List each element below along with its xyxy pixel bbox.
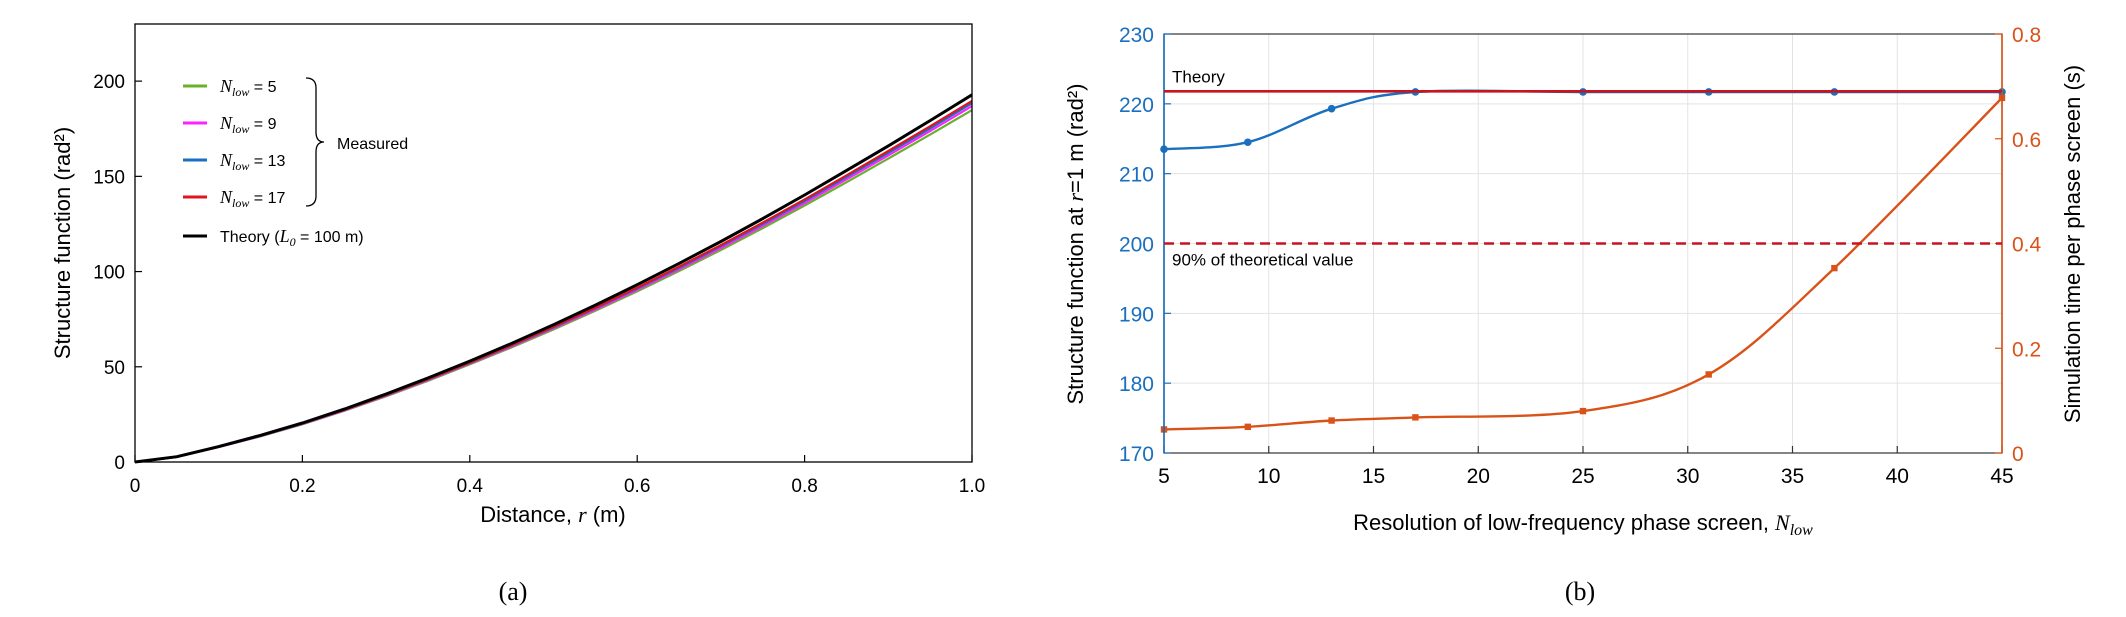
y-tick-label-left: 170: [1119, 443, 1154, 466]
x-tick-label: 15: [1362, 465, 1385, 488]
y-tick-label: 0: [114, 453, 125, 474]
legend-entry-2: Nlow = 13: [219, 150, 285, 173]
y-tick-label-left: 230: [1119, 24, 1154, 47]
panel-a: 0 0.2 0.4 0.6 0.8 1.0 0 50 100 150 200 Distance, r…: [50, 23, 985, 606]
legend-group-label: Measured: [337, 136, 408, 153]
panel-b-reference-lines: Theory 90% of theoretical value: [1164, 67, 2002, 270]
panel-b-label: (b): [1565, 577, 1595, 606]
series-line-4: [134, 93, 973, 464]
panel-b-ticks: 5 10 15 20 25 30 35 40 45 170 180 190 200 210 220 230 0 0…: [1119, 24, 2042, 488]
data-point-right: [1831, 264, 1838, 272]
x-tick-label: 5: [1158, 465, 1170, 488]
legend-brace: [305, 77, 325, 207]
y-tick-label: 100: [93, 263, 125, 284]
x-tick-label: 0.4: [457, 476, 484, 497]
reference-line-label-1: 90% of theoretical value: [1172, 251, 1353, 270]
data-point-right: [1244, 423, 1251, 431]
y-tick-label-right: 0.6: [2012, 129, 2041, 152]
series-line-right: [1163, 97, 2003, 431]
y-tick-label-right: 0.2: [2012, 338, 2041, 361]
data-point-right: [1579, 407, 1587, 415]
x-tick-label: 0: [130, 476, 141, 497]
x-tick-label: 40: [1886, 465, 1909, 488]
y-tick-label-right: 0.4: [2012, 234, 2042, 257]
y-tick-label-right: 0: [2012, 443, 2024, 466]
x-tick-label: 45: [1990, 465, 2013, 488]
data-point-right: [1412, 414, 1419, 421]
reference-line-label-0: Theory: [1172, 67, 1225, 86]
legend-entry-0: Nlow = 5: [219, 76, 277, 99]
y-tick-label: 200: [93, 72, 125, 93]
data-point-left: [1327, 104, 1336, 113]
data-point-right: [1328, 417, 1335, 424]
data-point-left: [1244, 138, 1252, 147]
y-tick-label-left: 210: [1119, 164, 1154, 187]
x-tick-label: 30: [1676, 465, 1699, 488]
panel-a-xlabel: Distance, r (m): [480, 502, 625, 527]
panel-a-label: (a): [499, 577, 528, 606]
y-tick-label-right: 0.8: [2012, 24, 2041, 47]
panel-b-ylabel-left: Structure function at r=1 m (rad²): [1063, 84, 1088, 405]
legend-entry-3: Nlow = 17: [219, 187, 285, 210]
panel-b-ylabel-right: Simulation time per phase screen (s): [2060, 65, 2085, 423]
x-tick-label: 0.6: [624, 476, 650, 497]
panel-b-xlabel: Resolution of low-frequency phase screen…: [1353, 510, 1813, 539]
y-tick-label: 150: [93, 167, 125, 188]
y-tick-label-left: 190: [1119, 303, 1154, 326]
panel-a-ticks: 0 0.2 0.4 0.6 0.8 1.0 0 50 100 150 200: [93, 72, 985, 497]
x-tick-label: 20: [1467, 465, 1490, 488]
x-tick-label: 1.0: [959, 476, 985, 497]
x-tick-label: 35: [1781, 465, 1804, 488]
legend-entry-1: Nlow = 9: [219, 113, 277, 136]
y-tick-label: 50: [104, 358, 125, 379]
y-tick-label-left: 180: [1119, 373, 1154, 396]
data-point-right: [1705, 371, 1712, 378]
y-tick-label-left: 220: [1119, 94, 1154, 117]
x-tick-label: 10: [1257, 465, 1280, 488]
panel-a-legend: Nlow = 5 Nlow = 9 Nlow = 13 Nlow = 17 Theory…: [183, 76, 408, 249]
panel-a-plot-area: [134, 93, 973, 464]
x-tick-label: 25: [1571, 465, 1594, 488]
x-tick-label: 0.2: [289, 476, 315, 497]
legend-entry-4: Theory (L0 = 100 m): [220, 226, 364, 249]
panel-a-ylabel: Structure function (rad²): [50, 127, 75, 359]
y-tick-label-left: 200: [1119, 234, 1154, 257]
x-tick-label: 0.8: [791, 476, 817, 497]
panel-a-axes-box: [134, 23, 973, 463]
panel-b: 5 10 15 20 25 30 35 40 45 170 180 190 200 210 220 230 0 0…: [1063, 24, 2085, 606]
